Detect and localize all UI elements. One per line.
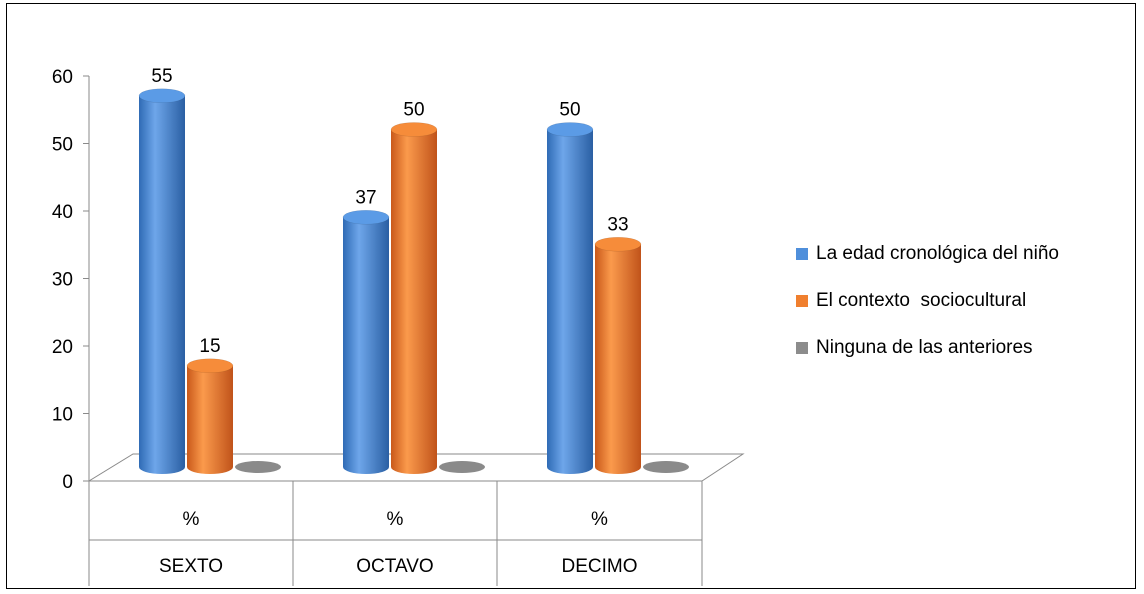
legend-label-series-3: Ninguna de las anteriores (816, 337, 1033, 358)
bar-top (342, 210, 390, 225)
legend-swatch-series-1 (796, 248, 808, 260)
bar-body (343, 217, 389, 474)
bar (643, 461, 689, 473)
legend-item-series-3: Ninguna de las anteriores (796, 336, 1059, 360)
x-group-label: SEXTO (159, 556, 223, 577)
legend-swatch-series-3 (796, 342, 808, 354)
bar-body (595, 244, 641, 474)
bar (594, 237, 642, 474)
bar-top (186, 358, 234, 373)
y-tick-label: 60 (52, 67, 73, 88)
data-label: 15 (199, 336, 220, 357)
legend-swatch-series-2 (796, 295, 808, 307)
bar (235, 461, 281, 473)
bar-zero (439, 461, 485, 473)
bar (546, 122, 594, 474)
data-label: 50 (559, 100, 580, 121)
y-tick-label: 20 (52, 337, 73, 358)
bar (390, 122, 438, 474)
y-tick-label: 40 (52, 202, 73, 223)
data-label: 55 (151, 66, 172, 87)
bar-body (187, 365, 233, 474)
x-tick-label: % (591, 509, 608, 530)
data-label: 33 (607, 214, 628, 235)
y-tick-label: 10 (52, 405, 73, 426)
bar-body (391, 129, 437, 474)
bar (186, 358, 234, 474)
bar-top (138, 88, 186, 103)
bar-zero (643, 461, 689, 473)
bar (439, 461, 485, 473)
bar (342, 210, 390, 474)
x-group-label: DECIMO (562, 556, 638, 577)
bar-top (594, 237, 642, 252)
bar (138, 88, 186, 474)
legend-item-series-1: La edad cronológica del niño (796, 242, 1059, 266)
bar-top (390, 122, 438, 137)
x-tick-label: % (387, 509, 404, 530)
legend: La edad cronológica del niño El contexto… (796, 242, 1059, 383)
legend-label-series-1: La edad cronológica del niño (816, 243, 1059, 264)
y-tick-label: 0 (62, 472, 73, 493)
legend-item-series-2: El contexto sociocultural (796, 289, 1059, 313)
y-tick-label: 50 (52, 135, 73, 156)
bar-top (546, 122, 594, 137)
legend-label-series-2: El contexto sociocultural (816, 290, 1027, 311)
data-label: 37 (355, 187, 376, 208)
x-tick-label: % (183, 509, 200, 530)
x-group-label: OCTAVO (356, 556, 433, 577)
data-label: 50 (403, 100, 424, 121)
y-tick-label: 30 (52, 270, 73, 291)
bar-body (547, 129, 593, 474)
bar-body (139, 95, 185, 474)
bar-zero (235, 461, 281, 473)
